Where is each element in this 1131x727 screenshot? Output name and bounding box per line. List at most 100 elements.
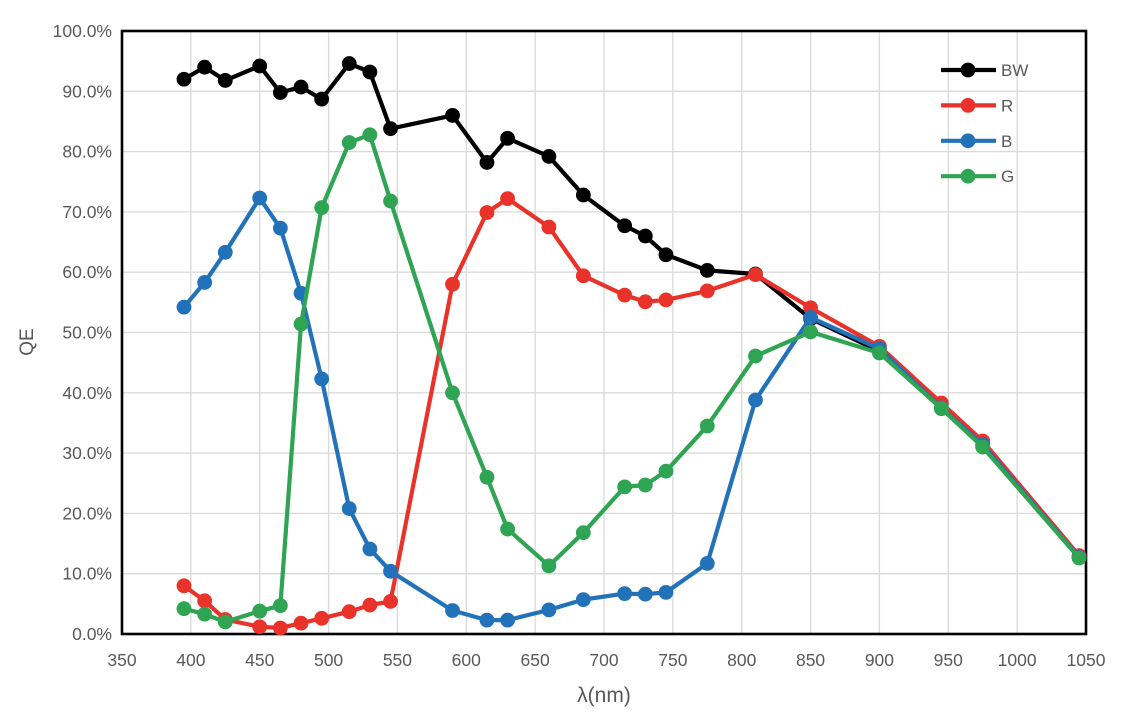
series-marker-G bbox=[803, 324, 818, 340]
series-marker-G bbox=[272, 598, 288, 614]
legend-marker-B bbox=[960, 133, 976, 149]
y-tick-label: 0.0% bbox=[72, 624, 112, 644]
series-marker-B bbox=[479, 612, 495, 628]
y-tick-labels: 0.0% 10.0% 20.0% 30.0% 40.0% 50.0% 60.0% 70.0% 8… bbox=[53, 21, 112, 644]
series-marker-B bbox=[575, 592, 591, 608]
x-tick-labels: 350 400 450 500 550 600 650 700 750 800 850 900 950 1… bbox=[107, 650, 1105, 670]
series-marker-BW bbox=[293, 79, 309, 95]
series-marker-R bbox=[575, 268, 591, 284]
series-marker-B bbox=[658, 584, 674, 600]
y-tick-label: 90.0% bbox=[62, 81, 112, 101]
x-tick-label: 550 bbox=[383, 650, 412, 670]
series-marker-G bbox=[445, 385, 460, 401]
series-marker-BW bbox=[541, 149, 557, 164]
series-line-BW bbox=[181, 61, 1082, 560]
series-marker-B bbox=[445, 603, 460, 618]
series-marker-G bbox=[383, 193, 398, 209]
series-marker-B bbox=[341, 501, 357, 516]
series-marker-B bbox=[699, 556, 715, 571]
series-marker-B bbox=[803, 310, 818, 325]
series-marker-B bbox=[176, 299, 192, 315]
series-marker-G bbox=[934, 401, 949, 416]
series-marker-G bbox=[637, 477, 653, 493]
y-tick-label: 20.0% bbox=[62, 503, 112, 523]
legend-item-B: B bbox=[941, 132, 1012, 151]
x-tick-label: 900 bbox=[865, 650, 894, 670]
series-marker-G bbox=[872, 345, 887, 361]
series-marker-BW bbox=[383, 121, 398, 137]
series-marker-B bbox=[748, 392, 763, 408]
series-marker-BW bbox=[341, 56, 357, 71]
x-tick-label: 750 bbox=[658, 650, 687, 670]
series-marker-BW bbox=[699, 262, 715, 278]
y-tick-label: 30.0% bbox=[62, 443, 112, 463]
series-marker-G bbox=[197, 606, 213, 622]
series-marker-BW bbox=[637, 228, 653, 244]
series-marker-BW bbox=[217, 73, 233, 88]
series-marker-G bbox=[314, 200, 330, 216]
series-marker-B bbox=[362, 541, 378, 557]
series-marker-B bbox=[637, 586, 653, 602]
series-marker-G bbox=[658, 463, 674, 479]
legend-label-BW: BW bbox=[1001, 61, 1028, 80]
x-tick-label: 450 bbox=[245, 650, 274, 670]
series-marker-BW bbox=[658, 247, 674, 263]
y-tick-label: 100.0% bbox=[53, 21, 112, 41]
legend-item-G: G bbox=[941, 167, 1014, 186]
series-marker-B bbox=[252, 190, 268, 206]
series-marker-G bbox=[341, 135, 357, 150]
y-tick-label: 60.0% bbox=[62, 262, 112, 282]
series-marker-G bbox=[575, 525, 591, 541]
series-marker-G bbox=[748, 348, 763, 364]
y-tick-label: 10.0% bbox=[62, 564, 112, 584]
series-marker-B bbox=[541, 602, 557, 618]
series-marker-BW bbox=[252, 58, 268, 74]
series-marker-R bbox=[500, 191, 515, 207]
series-marker-BW bbox=[479, 155, 495, 170]
series-marker-G bbox=[500, 521, 515, 537]
plot-border bbox=[120, 29, 1088, 636]
series-G bbox=[176, 127, 1087, 630]
series-marker-B bbox=[500, 612, 515, 628]
y-tick-label: 70.0% bbox=[62, 202, 112, 222]
legend-marker-R bbox=[960, 98, 976, 113]
x-tick-label: 950 bbox=[934, 650, 963, 670]
series-marker-B bbox=[272, 220, 288, 236]
series-marker-R bbox=[637, 294, 653, 310]
series-marker-R bbox=[479, 205, 495, 220]
x-tick-label: 350 bbox=[107, 650, 136, 670]
gridlines bbox=[121, 30, 1087, 635]
series-marker-B bbox=[314, 371, 330, 387]
legend-label-B: B bbox=[1001, 132, 1012, 151]
x-tick-label: 650 bbox=[521, 650, 550, 670]
series-marker-G bbox=[541, 558, 557, 574]
series-marker-R bbox=[658, 292, 674, 308]
series-marker-R bbox=[541, 219, 557, 235]
x-tick-label: 700 bbox=[589, 650, 618, 670]
series-marker-G bbox=[293, 316, 309, 332]
series-marker-BW bbox=[445, 108, 460, 123]
series-marker-BW bbox=[272, 85, 288, 100]
y-axis-title: QE bbox=[17, 328, 38, 356]
series-marker-BW bbox=[575, 187, 591, 203]
series-marker-BW bbox=[362, 64, 378, 80]
x-axis-title: λ(nm) bbox=[577, 684, 631, 707]
series-marker-G bbox=[699, 418, 715, 434]
y-tick-label: 80.0% bbox=[62, 142, 112, 162]
x-tick-label: 500 bbox=[314, 650, 343, 670]
series-marker-G bbox=[217, 614, 233, 630]
series-marker-R bbox=[699, 283, 715, 299]
series-marker-G bbox=[617, 479, 633, 495]
series-B bbox=[176, 190, 1087, 628]
x-tick-label: 850 bbox=[796, 650, 825, 670]
legend-label-G: G bbox=[1001, 167, 1014, 186]
series-marker-R bbox=[293, 615, 309, 631]
legend: BW RBG bbox=[941, 61, 1028, 186]
series-marker-R bbox=[748, 267, 763, 283]
x-tick-label: 1050 bbox=[1067, 650, 1106, 670]
y-tick-label: 40.0% bbox=[62, 383, 112, 403]
series-marker-G bbox=[362, 127, 378, 143]
x-tick-label: 800 bbox=[727, 650, 756, 670]
